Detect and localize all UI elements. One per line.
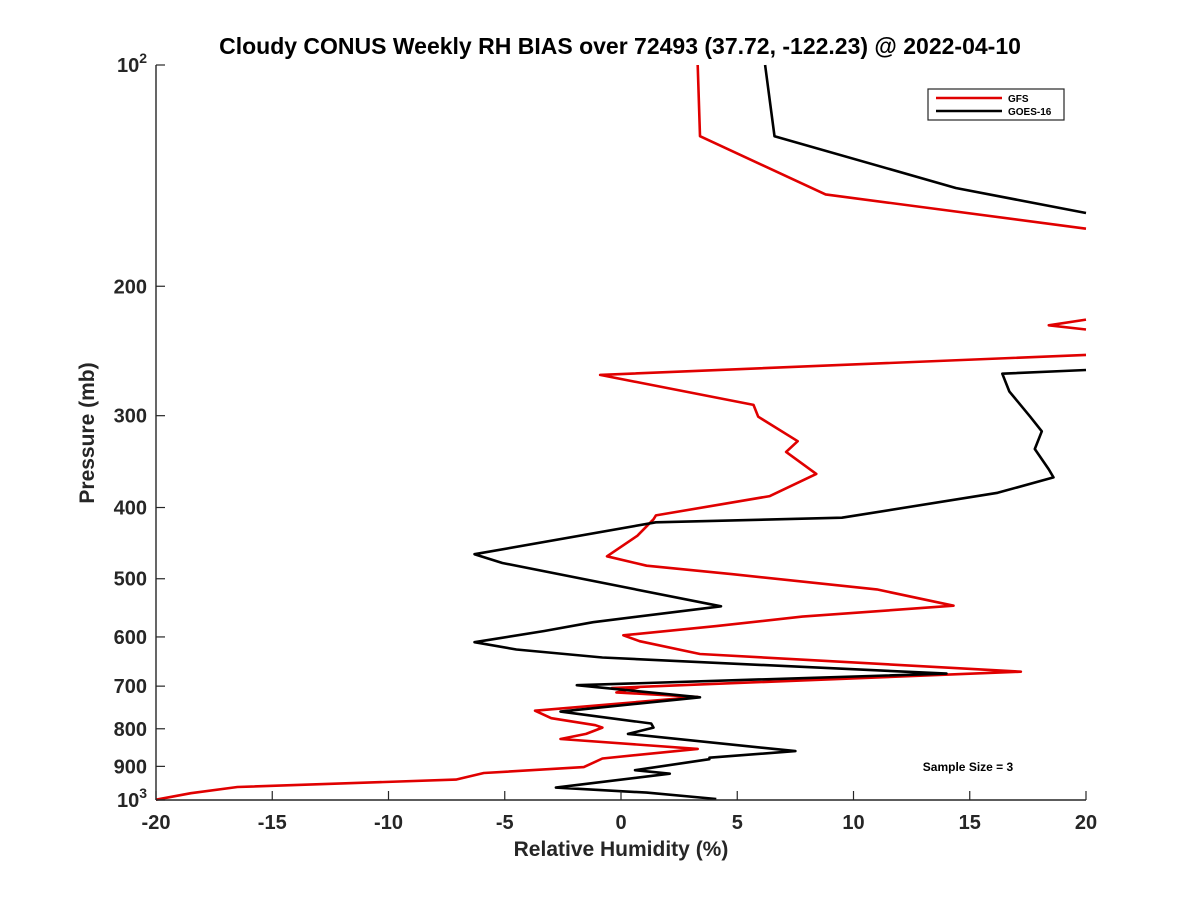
y-tick-label: 400 — [114, 498, 147, 520]
legend: GFS GOES-16 — [927, 88, 1065, 121]
series-line-gfs-1 — [696, 64, 1087, 230]
y-axis-label: Pressure (mb) — [76, 362, 99, 503]
sample-size-annotation: Sample Size = 3 — [923, 760, 1014, 774]
x-axis-label: Relative Humidity (%) — [514, 838, 729, 861]
x-tick-label: -15 — [258, 812, 287, 834]
series-line-gfs-3 — [155, 353, 1087, 801]
x-tick-label: 15 — [959, 812, 981, 834]
y-tick-label: 800 — [114, 719, 147, 741]
y-tick-label: 600 — [114, 627, 147, 649]
y-tick-label: 500 — [114, 569, 147, 591]
legend-box — [927, 88, 1065, 121]
y-tick-label: 103 — [117, 785, 147, 812]
series-line-gfs-2 — [1047, 318, 1087, 331]
y-tick-label: 102 — [117, 50, 147, 77]
x-tick-label: 10 — [842, 812, 864, 834]
legend-label-goes-16: GOES-16 — [1008, 107, 1052, 118]
x-tick-label: 20 — [1075, 812, 1097, 834]
legend-label-gfs: GFS — [1008, 94, 1029, 105]
x-tick-label: -5 — [496, 812, 514, 834]
y-tick-label: 700 — [114, 676, 147, 698]
x-tick-label: 5 — [732, 812, 743, 834]
y-tick-label: 200 — [114, 276, 147, 298]
x-tick-label: -10 — [374, 812, 403, 834]
x-tick-label: 0 — [615, 812, 626, 834]
chart-title: Cloudy CONUS Weekly RH BIAS over 72493 (… — [219, 33, 1021, 59]
series-line-goes-16-1 — [763, 64, 1087, 215]
y-tick-label: 300 — [114, 406, 147, 428]
series-line-goes-16-2 — [473, 368, 1087, 801]
y-tick-label: 900 — [114, 756, 147, 778]
x-tick-label: -20 — [142, 812, 171, 834]
